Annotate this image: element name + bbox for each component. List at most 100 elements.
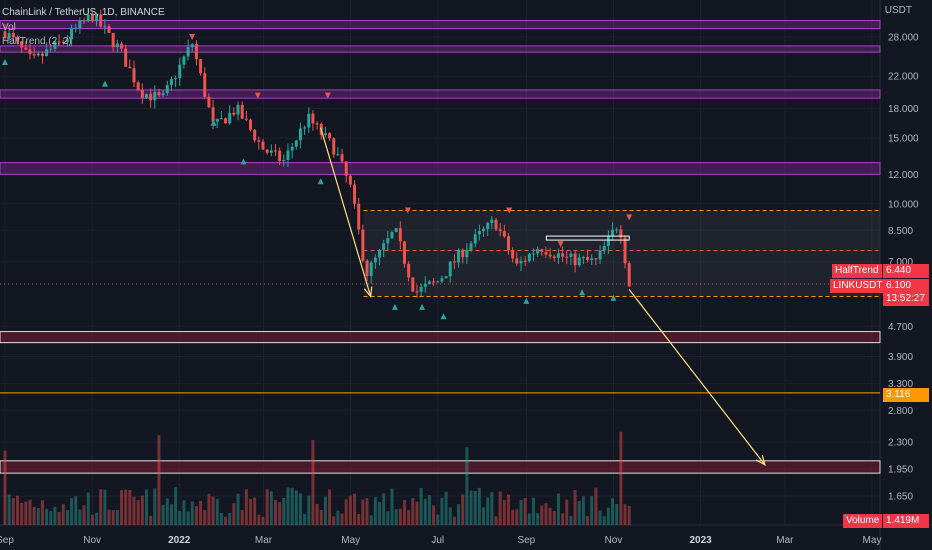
- candle-body: [427, 281, 431, 284]
- candle-body: [61, 41, 65, 43]
- volume-bar: [15, 495, 19, 525]
- sell-marker-icon: [404, 207, 411, 214]
- halftrend-markers: [2, 34, 633, 320]
- sell-marker-icon: [626, 214, 633, 221]
- symbol-title[interactable]: ChainLink / TetherUS, 1D, BINANCE: [2, 7, 165, 18]
- volume-bar: [203, 509, 207, 525]
- volume-legend[interactable]: Vol: [2, 22, 16, 33]
- range-box: [0, 210, 881, 297]
- projection-arrow: [320, 127, 372, 297]
- volume-bar: [70, 497, 74, 525]
- y-tick-label: 12.000: [888, 170, 919, 181]
- candle-body: [502, 231, 506, 237]
- volume-bar: [265, 489, 269, 525]
- volume-bar: [469, 490, 473, 525]
- candle-body: [257, 140, 261, 142]
- volume-bar: [194, 506, 198, 525]
- volume-bar: [328, 489, 332, 525]
- volume-bar: [282, 498, 286, 525]
- volume-bar: [540, 505, 544, 525]
- candle-body: [448, 261, 452, 277]
- volume-bar: [124, 489, 128, 525]
- volume-bar: [390, 488, 394, 525]
- volume-bar: [99, 489, 103, 525]
- volume-bar: [20, 502, 24, 525]
- volume-bar: [103, 489, 107, 525]
- candle-body: [249, 119, 253, 130]
- y-tick-label: 2.800: [888, 406, 913, 417]
- candle-body: [527, 254, 531, 262]
- candle-body: [494, 219, 498, 230]
- zone-band: [0, 162, 881, 175]
- candle-body: [477, 231, 481, 235]
- candle-body: [598, 250, 602, 260]
- candle-body: [373, 257, 377, 263]
- volume-bar: [273, 499, 277, 525]
- volume-bar: [61, 504, 65, 525]
- volume-bar: [132, 496, 136, 525]
- indicator-legend[interactable]: HalfTrend (2, 2): [2, 36, 72, 47]
- x-tick-label: May: [863, 535, 882, 546]
- volume-value-tag: 1.419M: [883, 514, 929, 528]
- volume-bar: [32, 506, 36, 525]
- volume-bar: [319, 510, 323, 525]
- candle-body: [511, 250, 515, 259]
- buy-marker-icon: [2, 58, 8, 65]
- volume-bars: [3, 431, 631, 525]
- candle-body: [548, 254, 552, 257]
- buy-marker-icon: [391, 303, 398, 310]
- candle-body: [298, 128, 302, 141]
- level-value-tag: 3.116: [883, 388, 929, 402]
- volume-bar: [552, 511, 556, 525]
- volume-bar: [415, 501, 419, 525]
- volume-bar: [311, 440, 315, 525]
- volume-bar: [257, 514, 261, 525]
- zone-band: [0, 20, 881, 30]
- candle-body: [353, 184, 357, 204]
- volume-bar: [457, 504, 461, 525]
- candle-body: [361, 229, 365, 261]
- candle-body: [436, 281, 440, 283]
- candle-body: [294, 140, 298, 147]
- candle-body: [465, 249, 469, 258]
- candle-body: [240, 104, 244, 119]
- y-tick-label: 10.000: [888, 199, 919, 210]
- candle-body: [111, 32, 115, 48]
- candle-body: [265, 149, 269, 153]
- candle-body: [232, 112, 236, 115]
- candle-body: [573, 253, 577, 266]
- volume-bar: [249, 498, 253, 525]
- volume-bar: [120, 490, 124, 525]
- candle-body: [211, 107, 215, 122]
- candle-body: [7, 33, 11, 38]
- candle-body: [161, 93, 165, 96]
- volume-bar: [357, 513, 361, 525]
- candle-body: [40, 53, 44, 57]
- buy-marker-icon: [240, 158, 247, 165]
- time-axis[interactable]: Sep Nov 2022 Mar May Jul Sep Nov 2023 Mar May: [0, 535, 881, 546]
- volume-bar: [344, 499, 348, 525]
- volume-bar: [140, 495, 144, 525]
- projection-arrow: [628, 289, 766, 466]
- candle-body: [194, 44, 198, 60]
- volume-bar: [95, 512, 99, 525]
- volume-bar: [290, 487, 294, 525]
- price-axis[interactable]: 28.000 22.000 18.000 15.000 12.000 10.000 8.50…: [888, 33, 919, 503]
- volume-bar: [11, 497, 15, 525]
- candle-body: [623, 237, 627, 264]
- volume-bar: [232, 503, 236, 525]
- candle-body: [199, 59, 203, 74]
- volume-bar: [527, 513, 531, 525]
- candle-body: [390, 231, 394, 239]
- candle-body: [469, 243, 473, 250]
- candle-body: [486, 222, 490, 229]
- volume-bar: [502, 500, 506, 525]
- sell-marker-icon: [254, 92, 261, 99]
- candle-body: [186, 47, 190, 57]
- volume-bar: [49, 511, 53, 525]
- volume-bar: [427, 495, 431, 525]
- volume-bar: [473, 490, 477, 525]
- volume-bar: [186, 511, 190, 525]
- candle-body: [419, 286, 423, 292]
